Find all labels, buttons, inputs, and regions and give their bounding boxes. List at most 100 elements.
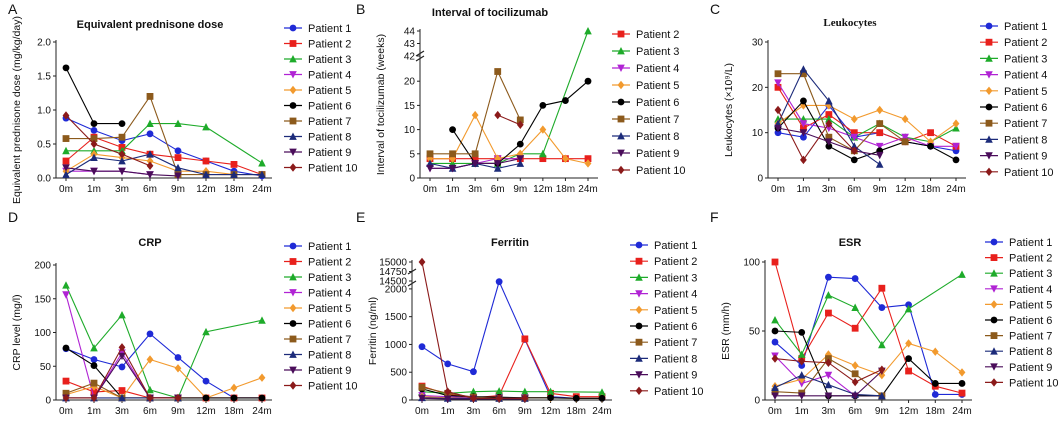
x-tick-label: 1m <box>87 184 101 195</box>
data-point <box>90 362 98 369</box>
legend-label: Patient 8 <box>1009 346 1052 358</box>
x-tick-label: 12m <box>196 184 215 195</box>
legend-marker <box>635 386 643 395</box>
data-point <box>824 380 833 389</box>
legend-marker <box>985 38 993 46</box>
legend-label: Patient 3 <box>1009 268 1052 280</box>
data-point <box>146 93 154 100</box>
panel-f: F ESR 0 50 100 0m 1m 3m 6m 9m 12m 18m 24m ESR (mm/h) P… <box>710 209 1059 417</box>
data-point <box>958 380 966 387</box>
data-point <box>771 354 779 363</box>
data-point <box>562 154 569 163</box>
x-tick-label: 18m <box>556 184 575 195</box>
data-point <box>931 380 939 387</box>
legend-label: Patient 8 <box>654 353 697 365</box>
x-tick-label: 3m <box>821 406 835 417</box>
legend-marker <box>985 119 993 127</box>
data-point <box>825 273 832 281</box>
legend: Patient 1 Patient 2 Patient 3 Patient 4 Pati… <box>284 241 358 393</box>
data-point <box>521 335 529 343</box>
legend-marker <box>990 300 998 309</box>
legend-marker <box>990 238 998 246</box>
data-point <box>258 159 266 167</box>
legend-marker <box>990 378 998 387</box>
legend-label: Patient 7 <box>654 337 697 349</box>
data-point <box>62 393 70 403</box>
x-tick-label: 3m <box>822 184 836 195</box>
data-point <box>799 129 808 137</box>
x-tick-label: 12m <box>196 406 215 417</box>
data-point <box>539 125 547 134</box>
data-point <box>426 150 434 158</box>
y-tick-label: 5 <box>409 149 415 160</box>
legend-label: Patient 1 <box>654 240 697 252</box>
legend-marker <box>635 257 643 265</box>
x-tick-label: 6m <box>143 184 157 195</box>
legend: Patient 1 Patient 2 Patient 3 Patient 4 Pati… <box>985 237 1059 389</box>
y-axis-label: Equivalent prednisone dose (mg/kg/day) <box>11 16 23 204</box>
legend-marker <box>635 371 643 379</box>
data-point <box>230 394 238 402</box>
panel-letter: B <box>356 1 365 17</box>
data-point <box>851 303 859 311</box>
series-line <box>65 136 263 176</box>
x-tick-label: 9m <box>171 184 185 195</box>
legend-label: Patient 3 <box>308 54 351 66</box>
legend-marker <box>617 80 625 90</box>
legend-label: Patient 3 <box>1004 53 1047 65</box>
data-point <box>469 387 478 396</box>
data-point <box>62 170 70 178</box>
panel-letter: D <box>8 209 18 225</box>
data-point <box>202 123 210 131</box>
x-tick-label: 24m <box>578 184 597 195</box>
series-line <box>421 388 602 399</box>
data-point <box>771 327 779 335</box>
y-axis-label: Leukocytes (×10⁹/L) <box>723 63 735 157</box>
data-point <box>90 379 98 387</box>
data-point <box>850 146 858 155</box>
legend-label: Patient 1 <box>1009 237 1052 249</box>
series-line <box>774 330 962 397</box>
legend-label: Patient 9 <box>308 365 351 377</box>
legend-marker <box>990 347 998 355</box>
data-point <box>90 167 98 176</box>
data-point <box>521 387 529 396</box>
legend-marker <box>617 149 625 157</box>
series-line <box>777 109 855 161</box>
data-point <box>825 111 833 118</box>
data-point <box>800 124 807 132</box>
data-point <box>799 120 808 128</box>
x-tick-label: 9m <box>513 184 527 195</box>
y-tick-label: 0 <box>45 396 51 407</box>
legend-label: Patient 7 <box>1004 118 1047 130</box>
data-point <box>471 160 479 168</box>
legend-marker <box>635 241 643 249</box>
legend-marker <box>985 135 993 143</box>
series-patient-5 <box>774 101 960 146</box>
legend: Patient 1 Patient 2 Patient 3 Patient 4 Pati… <box>980 21 1054 179</box>
y-tick-label: 0 <box>401 396 407 407</box>
y-tick-label: 14750 <box>379 267 407 278</box>
data-point <box>905 301 912 309</box>
data-point <box>875 151 884 160</box>
data-point <box>958 389 966 397</box>
legend-label: Patient 8 <box>636 131 679 143</box>
legend: Patient 2 Patient 3 Patient 4 Patient 5 Pati… <box>612 29 686 177</box>
data-point <box>952 124 960 132</box>
data-point <box>62 291 70 299</box>
legend-label: Patient 9 <box>308 147 351 159</box>
data-point <box>825 309 832 317</box>
series-patient-3 <box>771 270 966 358</box>
data-point <box>494 154 502 163</box>
data-point <box>539 155 547 163</box>
data-point <box>90 388 98 396</box>
data-point <box>546 387 555 396</box>
y-tick-label: 10 <box>752 128 764 139</box>
series-patient-1 <box>418 278 606 402</box>
y-tick-label: 150 <box>34 294 51 305</box>
data-point <box>952 142 960 151</box>
y-tick-label: 20 <box>404 77 416 88</box>
data-point <box>927 142 934 150</box>
